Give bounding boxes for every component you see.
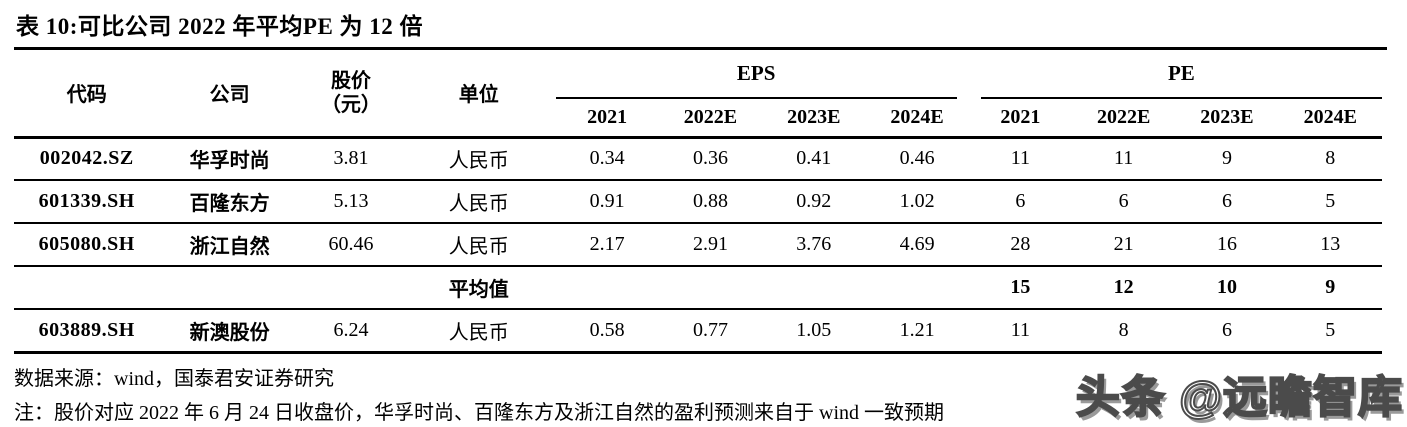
header-price: 股价 （元） [299,50,403,139]
header-eps-2021: 2021 [555,99,659,139]
cell-pe-2021: 28 [968,223,1073,267]
cell-company: 浙江自然 [159,223,300,267]
cell-eps-2023e: 1.05 [762,309,866,354]
cell-price: 5.13 [299,180,403,224]
cell-empty [159,266,300,310]
table-row: 605080.SH 浙江自然 60.46 人民币 2.17 2.91 3.76 … [14,223,1382,267]
group-header-row: 代码 公司 股价 （元） 单位 EPS PE [14,50,1382,139]
cell-company: 百隆东方 [159,180,300,224]
cell-eps-2023e: 0.92 [762,180,866,224]
cell-code: 605080.SH [14,223,160,267]
cell-pe-2021: 6 [968,180,1073,224]
header-company: 公司 [159,50,300,139]
cell-eps-2022e: 0.36 [658,137,763,181]
cell-empty [762,266,866,310]
cell-empty [14,266,160,310]
cell-pe-2024e: 5 [1278,180,1382,224]
cell-eps-2021: 0.58 [555,309,659,354]
header-unit: 单位 [402,50,556,139]
cell-eps-2021: 2.17 [555,223,659,267]
cell-pe-2023e: 6 [1175,180,1279,224]
header-eps-2023e: 2023E [762,99,866,139]
cell-eps-2022e: 2.91 [658,223,763,267]
cell-unit: 人民币 [402,180,556,224]
cell-company: 新澳股份 [159,309,300,354]
table-row: 603889.SH 新澳股份 6.24 人民币 0.58 0.77 1.05 1… [14,309,1382,354]
cell-empty [658,266,763,310]
footnote-line: 注：股价对应 2022 年 6 月 24 日收盘价，华孚时尚、百隆东方及浙江自然… [14,401,944,424]
cell-price: 6.24 [299,309,403,354]
cell-code: 601339.SH [14,180,160,224]
header-price-line1: 股价 [330,69,371,92]
cell-eps-2021: 0.34 [555,137,659,181]
cell-code: 603889.SH [14,309,160,354]
cell-code: 002042.SZ [14,137,160,181]
cell-pe-2024e: 13 [1278,223,1382,267]
cell-avg-pe-2024e: 9 [1278,266,1382,310]
cell-eps-2022e: 0.77 [658,309,763,354]
cell-price: 60.46 [299,223,403,267]
cell-price: 3.81 [299,137,403,181]
comparable-companies-table: 代码 公司 股价 （元） 单位 EPS PE 2021 2022E 2023E … [14,50,1382,354]
cell-empty [299,266,403,310]
cell-eps-2024e: 1.21 [865,309,969,354]
table-title: 表 10:可比公司 2022 年平均PE 为 12 倍 [14,0,1387,50]
cell-avg-pe-2022e: 12 [1072,266,1176,310]
cell-eps-2022e: 0.88 [658,180,763,224]
cell-empty [865,266,969,310]
cell-eps-2024e: 0.46 [865,137,969,181]
cell-company: 华孚时尚 [159,137,300,181]
header-pe-2023e: 2023E [1175,99,1279,139]
header-eps-2024e: 2024E [865,99,969,139]
data-source-line: 数据来源：wind，国泰君安证券研究 [14,367,334,390]
average-row: 平均值 15 12 10 9 [14,266,1382,310]
cell-eps-2023e: 3.76 [762,223,866,267]
cell-avg-pe-2023e: 10 [1175,266,1279,310]
header-eps-2022e: 2022E [658,99,763,139]
cell-pe-2022e: 21 [1072,223,1176,267]
header-pe-2024e: 2024E [1278,99,1382,139]
header-pe-2022e: 2022E [1072,99,1176,139]
cell-eps-2021: 0.91 [555,180,659,224]
year-header-row: 2021 2022E 2023E 2024E 2021 2022E 2023E … [14,99,1382,139]
cell-pe-2024e: 8 [1278,137,1382,181]
watermark: 头条 @远瞻智库 [1075,372,1403,423]
cell-unit: 人民币 [402,223,556,267]
cell-pe-2021: 11 [968,309,1073,354]
table-row: 601339.SH 百隆东方 5.13 人民币 0.91 0.88 0.92 1… [14,180,1382,224]
cell-pe-2024e: 5 [1278,309,1382,354]
cell-pe-2023e: 9 [1175,137,1279,181]
header-code: 代码 [14,50,160,139]
group-header-pe: PE [969,50,1382,99]
cell-pe-2021: 11 [968,137,1073,181]
cell-pe-2022e: 11 [1072,137,1176,181]
group-header-eps: EPS [555,50,969,99]
cell-eps-2024e: 1.02 [865,180,969,224]
cell-eps-2023e: 0.41 [762,137,866,181]
cell-eps-2024e: 4.69 [865,223,969,267]
cell-empty [555,266,659,310]
cell-pe-2022e: 8 [1072,309,1176,354]
cell-average-label: 平均值 [402,266,556,310]
cell-avg-pe-2021: 15 [968,266,1073,310]
cell-pe-2022e: 6 [1072,180,1176,224]
table-row: 002042.SZ 华孚时尚 3.81 人民币 0.34 0.36 0.41 0… [14,137,1382,181]
cell-pe-2023e: 16 [1175,223,1279,267]
cell-pe-2023e: 6 [1175,309,1279,354]
cell-unit: 人民币 [402,309,556,354]
header-price-line2: （元） [320,93,381,116]
cell-unit: 人民币 [402,137,556,181]
header-pe-2021: 2021 [968,99,1073,139]
